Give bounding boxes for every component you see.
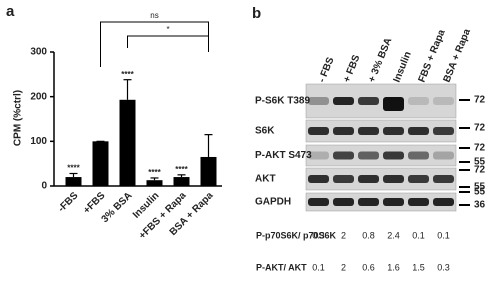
quant-value: 0.1 — [437, 230, 450, 240]
band — [383, 151, 404, 160]
quant-value: 0.6 — [362, 262, 375, 272]
band — [358, 175, 379, 183]
quant-value: 2.4 — [387, 230, 400, 240]
band — [333, 175, 354, 183]
comparison-label: ns — [150, 11, 158, 20]
band — [333, 151, 354, 160]
band — [333, 97, 354, 105]
marker-label: 72 — [474, 165, 486, 176]
y-axis-title: CPM (%ctrl) — [13, 90, 24, 146]
band — [358, 198, 379, 206]
band — [308, 151, 329, 160]
row-label: S6K — [255, 126, 275, 137]
comparison-label: * — [166, 25, 169, 34]
band — [408, 151, 429, 160]
quant-label: P-AKT/ AKT — [256, 262, 307, 272]
band — [383, 127, 404, 135]
y-tick-label: 300 — [30, 47, 47, 58]
bar — [119, 99, 136, 186]
y-tick-label: 100 — [30, 136, 47, 147]
bar — [173, 177, 190, 186]
marker-label: 36 — [474, 200, 486, 211]
band — [408, 175, 429, 183]
significance: **** — [148, 168, 161, 177]
band — [383, 198, 404, 206]
band — [308, 175, 329, 183]
marker-label: 72 — [474, 143, 486, 154]
band — [408, 198, 429, 206]
lane-label: Insulin — [392, 50, 414, 84]
row-label: GAPDH — [255, 197, 291, 208]
bar — [200, 156, 217, 186]
y-tick-label: 200 — [30, 91, 47, 102]
panel-label: a — [6, 3, 15, 20]
marker-label: 55 — [474, 157, 486, 168]
quant-label: P-p70S6K/ p70S6K — [256, 230, 337, 240]
blot-strip — [305, 144, 457, 167]
band — [383, 97, 404, 111]
band — [358, 97, 379, 105]
quant-value: 0.3 — [312, 230, 325, 240]
band — [383, 175, 404, 183]
marker-label: 72 — [474, 123, 486, 134]
marker-label: 72 — [474, 95, 486, 106]
blot-strip — [305, 119, 457, 143]
comparison-bracket — [100, 21, 209, 67]
band — [358, 127, 379, 135]
blot-strip — [305, 192, 457, 212]
band — [408, 127, 429, 135]
panel-label: b — [252, 5, 261, 22]
quant-value: 1.5 — [412, 262, 425, 272]
row-label: P-S6K T389 — [255, 96, 310, 107]
lane-label: + FBS — [342, 53, 363, 84]
quant-value: 0.3 — [437, 262, 450, 272]
bar — [65, 177, 82, 186]
band — [408, 97, 429, 105]
y-tick-label: 0 — [41, 181, 47, 192]
row-label: P-AKT S473 — [255, 150, 312, 161]
quant-value: 2 — [341, 230, 346, 240]
band — [433, 198, 454, 206]
significance: **** — [121, 70, 134, 79]
band — [333, 198, 354, 206]
bar — [92, 141, 109, 186]
band — [433, 97, 454, 105]
lane-label: + 3% BSA — [367, 36, 395, 84]
quant-value: 0.1 — [312, 262, 325, 272]
bar — [146, 180, 163, 186]
blot-strip — [305, 83, 457, 119]
band — [333, 127, 354, 135]
quant-value: 2 — [341, 262, 346, 272]
band — [308, 97, 329, 105]
significance: **** — [175, 165, 188, 174]
blot-strip — [305, 167, 457, 191]
significance: **** — [67, 164, 80, 173]
row-label: AKT — [255, 174, 276, 185]
band — [358, 151, 379, 160]
band — [433, 127, 454, 135]
x-tick-label: -FBS — [56, 190, 81, 215]
band — [308, 127, 329, 135]
comparison-bracket — [127, 35, 209, 52]
band — [308, 198, 329, 206]
quant-value: 0.8 — [362, 230, 375, 240]
lane-label: - FBS — [317, 55, 337, 84]
quant-value: 1.6 — [387, 262, 400, 272]
band — [433, 151, 454, 160]
marker-label: 55 — [474, 187, 486, 198]
quant-value: 0.1 — [412, 230, 425, 240]
band — [433, 175, 454, 183]
marker-label: 55 — [474, 182, 486, 193]
